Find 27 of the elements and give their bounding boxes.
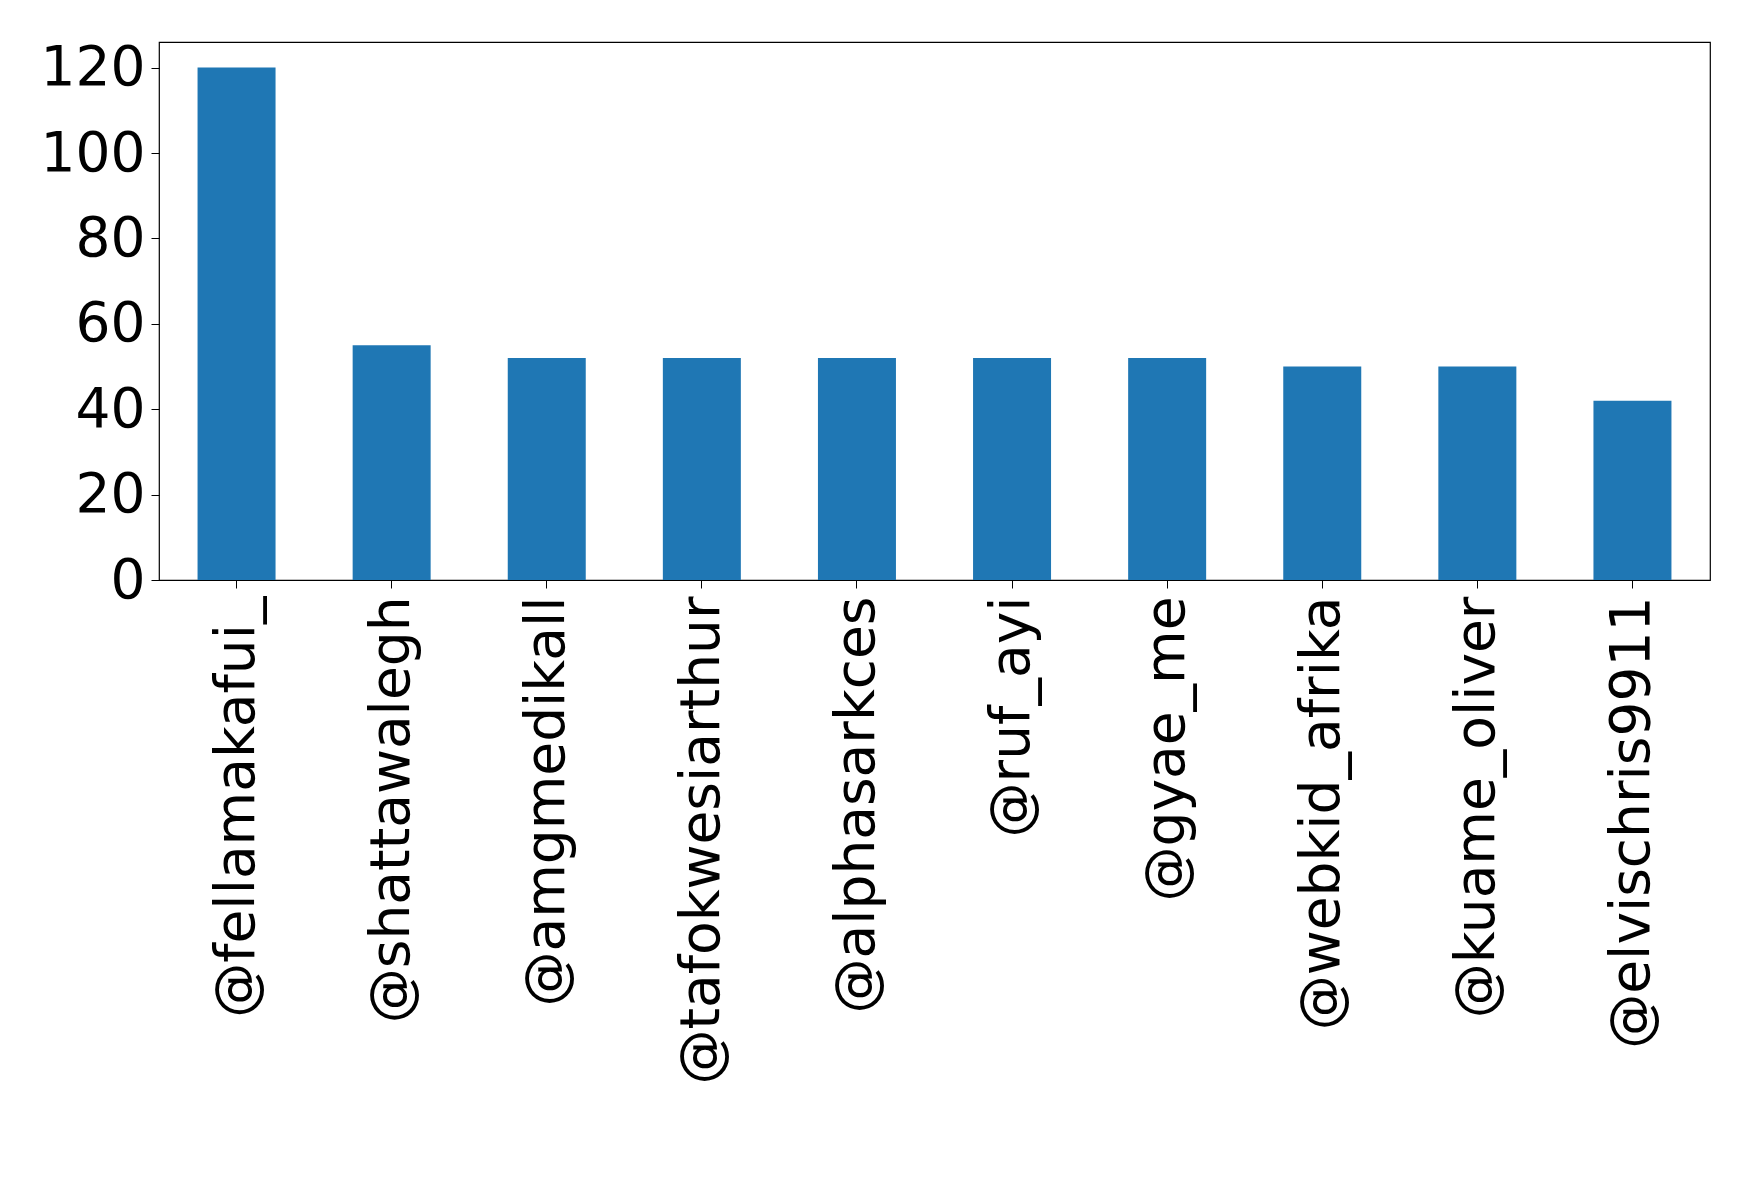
y-tick-label: 40 xyxy=(75,375,146,440)
bar xyxy=(352,345,431,580)
y-tick-label: 60 xyxy=(75,290,146,355)
y-tick-label: 0 xyxy=(110,546,146,611)
y-tick-label: 100 xyxy=(40,119,146,184)
x-tick-label: @fellamakafui_ xyxy=(202,595,267,1018)
bar xyxy=(507,357,586,580)
bar xyxy=(1593,400,1672,580)
x-tick-label: @gyae_me xyxy=(1133,596,1198,902)
bar xyxy=(662,357,741,580)
y-tick-label: 20 xyxy=(75,461,146,526)
x-tick-label: @ruf_ayi xyxy=(978,596,1043,838)
x-tick-label: @elvischris9911 xyxy=(1598,596,1663,1049)
x-tick-label: @kuame_oliver xyxy=(1443,596,1508,1019)
bar xyxy=(1438,366,1517,580)
bar xyxy=(1283,366,1362,580)
y-tick-label: 120 xyxy=(40,34,146,99)
x-tick-label: @alphasarkces xyxy=(822,596,887,1014)
x-tick-label: @shattawalegh xyxy=(357,596,422,1024)
x-tick-label: @amgmedikall xyxy=(512,596,577,1007)
bar xyxy=(197,67,276,580)
bar xyxy=(973,357,1052,580)
bar xyxy=(817,357,896,580)
x-tick-label: @tafokwesiarthur xyxy=(667,596,732,1085)
bar xyxy=(1128,357,1207,580)
y-tick-label: 80 xyxy=(75,204,146,269)
x-tick-label: @webkid_afrika xyxy=(1288,596,1353,1031)
